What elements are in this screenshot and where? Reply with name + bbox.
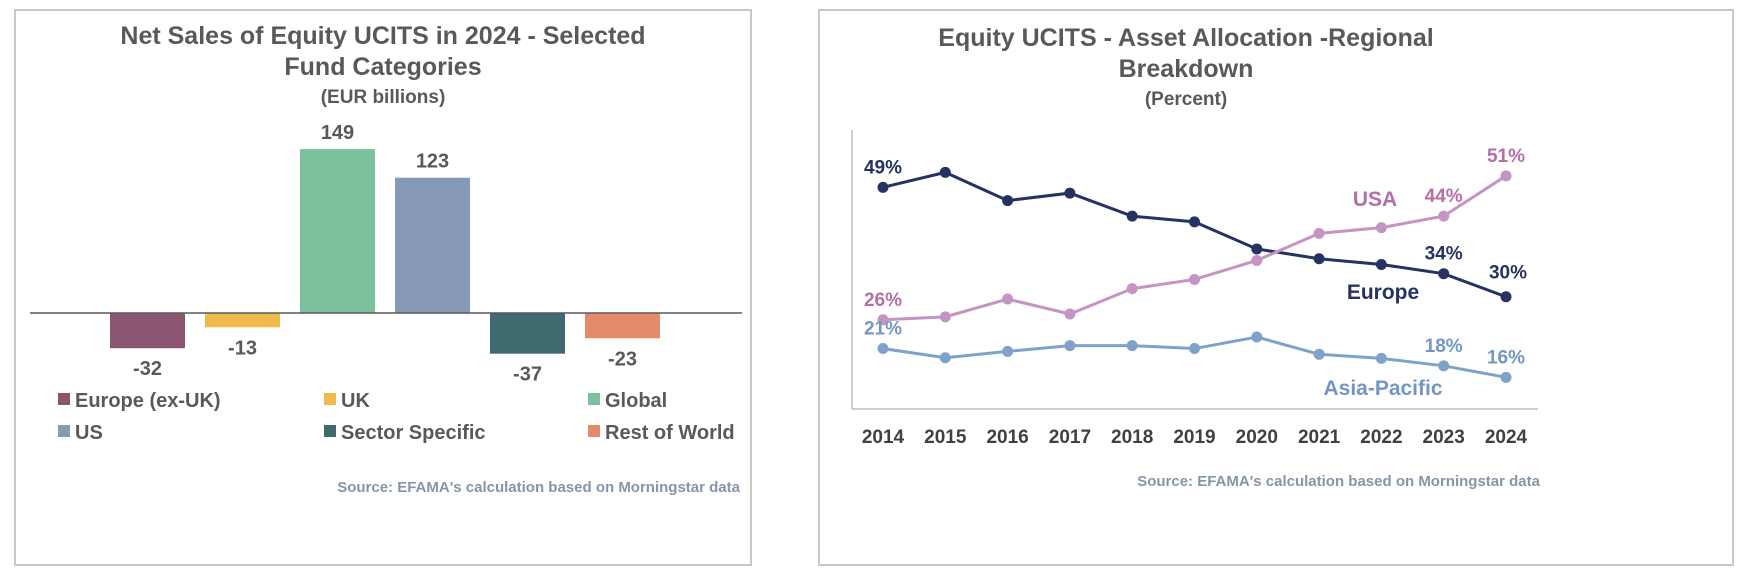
bar-1 — [205, 313, 280, 328]
data-label: 21% — [864, 319, 902, 340]
data-label: 18% — [1425, 336, 1463, 357]
data-point — [1438, 360, 1450, 372]
x-tick-label: 2015 — [924, 427, 967, 448]
bar-value-label: -37 — [513, 364, 542, 386]
series-name-label: Asia-Pacific — [1323, 377, 1442, 400]
data-point — [1189, 273, 1200, 285]
legend-swatch — [58, 393, 70, 405]
data-point — [939, 352, 951, 364]
data-point — [1375, 258, 1387, 270]
data-point — [1313, 227, 1325, 239]
line-series: 49% 34% 30% 26% 44% 51% 21% 18% 16% Europe USA Asia… — [864, 146, 1527, 400]
legend-swatch — [324, 425, 336, 437]
x-tick-label: 2022 — [1360, 427, 1402, 448]
bar-2 — [300, 149, 375, 313]
data-point — [1189, 216, 1200, 228]
data-point — [939, 311, 951, 323]
source-note: Source: EFAMA's calculation based on Mor… — [337, 479, 740, 496]
bar-3 — [395, 177, 470, 313]
x-tick-labels: 2014 2015 2016 2017 2018 2019 2020 2021 2022 2023… — [862, 427, 1528, 448]
data-label: 30% — [1489, 263, 1527, 284]
chart-title-line-1: Equity UCITS - Asset Allocation -Regiona… — [938, 24, 1433, 52]
legend-swatch — [324, 393, 336, 405]
bars: -32 -13 149 123 -37 -23 — [110, 122, 660, 386]
data-point — [1002, 293, 1014, 305]
x-tick-label: 2024 — [1485, 427, 1528, 448]
data-point — [1251, 331, 1263, 343]
x-tick-label: 2019 — [1173, 427, 1215, 448]
data-point — [1064, 340, 1076, 352]
legend-label: Sector Specific — [341, 422, 486, 444]
data-point — [1500, 371, 1512, 383]
data-point — [877, 314, 889, 326]
bar-4 — [490, 313, 565, 354]
panel-border — [14, 9, 752, 566]
data-label: 26% — [864, 290, 902, 311]
legend: Europe (ex-UK) UK Global US Sector Specific R… — [58, 390, 735, 444]
x-tick-label: 2014 — [862, 427, 905, 448]
legend-swatch — [588, 393, 600, 405]
legend-label: US — [75, 422, 103, 444]
legend-swatch — [588, 425, 600, 437]
data-point — [1251, 243, 1263, 255]
bar-value-label: -23 — [608, 348, 637, 370]
bar-0 — [110, 313, 185, 349]
data-point — [1438, 268, 1450, 280]
data-point — [1126, 283, 1138, 295]
data-point — [1002, 195, 1014, 207]
data-point — [1438, 210, 1450, 222]
data-point — [1126, 210, 1138, 222]
legend-label: Rest of World — [605, 422, 735, 444]
data-point — [1313, 253, 1325, 265]
x-tick-label: 2016 — [986, 427, 1028, 448]
bar-chart-panel: Net Sales of Equity UCITS in 2024 - Sele… — [14, 9, 752, 566]
x-tick-label: 2021 — [1298, 427, 1341, 448]
legend-label: UK — [341, 390, 370, 412]
line-chart-panel: Equity UCITS - Asset Allocation -Regiona… — [818, 9, 1734, 566]
source-note: Source: EFAMA's calculation based on Mor… — [1137, 473, 1540, 490]
chart-title-line-2: Breakdown — [1119, 55, 1254, 83]
x-tick-label: 2017 — [1049, 427, 1091, 448]
data-point — [877, 343, 889, 355]
series-name-label: USA — [1353, 188, 1397, 211]
data-point — [1500, 170, 1512, 182]
data-point — [1375, 222, 1387, 234]
legend-swatch — [58, 425, 70, 437]
data-point — [1313, 348, 1325, 360]
data-point — [1064, 308, 1076, 320]
panel-border — [818, 9, 1734, 566]
x-tick-label: 2018 — [1111, 427, 1153, 448]
chart-subtitle: (EUR billions) — [321, 87, 446, 108]
chart-subtitle: (Percent) — [1145, 89, 1227, 110]
data-point — [877, 181, 889, 193]
data-label: 44% — [1425, 186, 1463, 207]
bar-value-label: 149 — [321, 122, 354, 144]
data-point — [1251, 254, 1263, 266]
bar-value-label: -32 — [133, 358, 162, 380]
data-point — [1064, 187, 1076, 199]
data-point — [1189, 343, 1200, 355]
data-label: 49% — [864, 157, 902, 178]
bar-value-label: 123 — [416, 151, 449, 173]
x-tick-label: 2023 — [1423, 427, 1465, 448]
chart-title-line-2: Fund Categories — [284, 53, 481, 81]
x-tick-label: 2020 — [1236, 427, 1278, 448]
legend-label: Global — [605, 390, 667, 412]
data-point — [1002, 345, 1014, 357]
data-label: 34% — [1425, 244, 1463, 265]
legend-label: Europe (ex-UK) — [75, 390, 221, 412]
chart-title-line-1: Net Sales of Equity UCITS in 2024 - Sele… — [120, 22, 645, 50]
data-point — [1126, 340, 1138, 352]
bar-value-label: -13 — [228, 337, 257, 359]
data-point — [939, 166, 951, 178]
data-label: 16% — [1487, 347, 1525, 368]
data-point — [1375, 352, 1387, 364]
data-point — [1500, 291, 1512, 303]
series-name-label: Europe — [1347, 281, 1419, 304]
data-label: 51% — [1487, 146, 1525, 167]
bar-5 — [585, 313, 660, 339]
